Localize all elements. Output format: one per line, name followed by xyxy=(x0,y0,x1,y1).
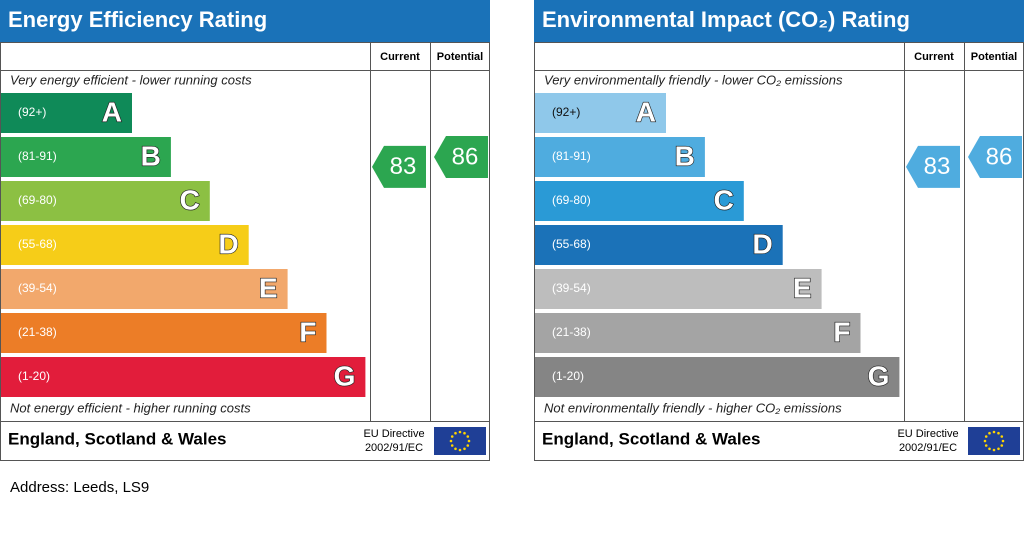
rating-band xyxy=(1,269,288,309)
region: England, Scotland & Wales xyxy=(542,429,761,448)
eu-star xyxy=(466,444,470,447)
band-range: (81-91) xyxy=(18,149,57,163)
rating-panel: Energy Efficiency Rating Current Potential… xyxy=(0,0,490,461)
top-caption: Very environmentally friendly - lower CO… xyxy=(544,72,843,87)
rating-arrow xyxy=(434,136,488,178)
column-header: Potential xyxy=(437,51,483,63)
eu-star xyxy=(463,447,466,451)
rating-band xyxy=(535,269,822,309)
band-range: (55-68) xyxy=(18,237,57,251)
eu-star xyxy=(988,431,991,435)
eu-star xyxy=(466,435,470,438)
eu-star xyxy=(454,447,457,451)
column-header: Current xyxy=(914,51,954,63)
band-letter: D xyxy=(752,228,772,259)
band-letter: B xyxy=(141,140,161,171)
eu-star xyxy=(992,430,996,434)
rating-arrow xyxy=(968,136,1022,178)
eu-star xyxy=(984,444,988,447)
eu-star xyxy=(463,431,466,435)
rating-value: 83 xyxy=(924,153,951,180)
title-bar xyxy=(0,0,490,42)
band-range: (69-80) xyxy=(18,193,57,207)
rating-band xyxy=(1,137,171,177)
rating-band xyxy=(535,313,861,353)
band-range: (1-20) xyxy=(552,369,584,383)
rating-band xyxy=(1,357,366,397)
rating-band xyxy=(535,93,666,133)
band-letter: D xyxy=(218,228,238,259)
eu-star xyxy=(1000,444,1004,447)
band-letter: G xyxy=(334,360,356,391)
band-letter: B xyxy=(675,140,695,171)
band-range: (55-68) xyxy=(552,237,591,251)
rating-arrow xyxy=(372,145,426,188)
title-bar xyxy=(534,0,1024,42)
directive-line: EU Directive xyxy=(897,428,958,440)
eu-star xyxy=(992,448,996,452)
eu-star xyxy=(467,439,471,443)
band-range: (81-91) xyxy=(552,149,591,163)
band-letter: E xyxy=(259,272,278,303)
panel-frame xyxy=(0,42,490,461)
eu-star xyxy=(1001,439,1005,443)
rating-value: 83 xyxy=(390,153,417,180)
rating-band xyxy=(535,181,744,221)
band-letter: E xyxy=(793,272,812,303)
rating-value: 86 xyxy=(452,143,479,170)
band-range: (39-54) xyxy=(552,281,591,295)
rating-band xyxy=(535,225,783,265)
column-header: Potential xyxy=(971,51,1017,63)
eu-star xyxy=(450,435,454,438)
eu-star xyxy=(454,431,457,435)
band-letter: C xyxy=(714,184,734,215)
rating-band xyxy=(1,93,132,133)
directive-line: 2002/91/EC xyxy=(899,442,957,454)
eu-star xyxy=(449,439,453,443)
band-range: (21-38) xyxy=(18,325,57,339)
eu-star xyxy=(988,447,991,451)
region: England, Scotland & Wales xyxy=(8,429,227,448)
directive-line: 2002/91/EC xyxy=(365,442,423,454)
rating-band xyxy=(535,137,705,177)
band-range: (1-20) xyxy=(18,369,50,383)
panel-title: Energy Efficiency Rating xyxy=(8,7,267,32)
band-letter: F xyxy=(299,316,316,347)
band-letter: G xyxy=(868,360,890,391)
rating-band xyxy=(535,357,900,397)
bottom-caption: Not energy efficient - higher running co… xyxy=(10,400,251,415)
rating-band xyxy=(1,225,249,265)
eu-star xyxy=(997,447,1000,451)
top-caption: Very energy efficient - lower running co… xyxy=(10,72,252,87)
band-range: (39-54) xyxy=(18,281,57,295)
eu-star xyxy=(458,448,462,452)
band-letter: A xyxy=(636,96,656,127)
eu-star xyxy=(984,435,988,438)
bottom-caption: Not environmentally friendly - higher CO… xyxy=(544,400,842,415)
band-letter: A xyxy=(102,96,122,127)
band-range: (92+) xyxy=(18,105,46,119)
band-letter: F xyxy=(833,316,850,347)
band-letter: C xyxy=(180,184,200,215)
eu-star xyxy=(997,431,1000,435)
eu-star xyxy=(458,430,462,434)
panel-title: Environmental Impact (CO₂) Rating xyxy=(542,7,910,32)
eu-star xyxy=(983,439,987,443)
band-range: (69-80) xyxy=(552,193,591,207)
rating-band xyxy=(1,313,327,353)
column-header: Current xyxy=(380,51,420,63)
eu-star xyxy=(1000,435,1004,438)
address: Address: Leeds, LS9 xyxy=(10,479,149,496)
rating-band xyxy=(1,181,210,221)
rating-panel: Environmental Impact (CO₂) Rating Current… xyxy=(534,0,1024,461)
band-range: (21-38) xyxy=(552,325,591,339)
eu-star xyxy=(450,444,454,447)
band-range: (92+) xyxy=(552,105,580,119)
rating-value: 86 xyxy=(986,143,1013,170)
directive-line: EU Directive xyxy=(363,428,424,440)
rating-arrow xyxy=(906,145,960,188)
